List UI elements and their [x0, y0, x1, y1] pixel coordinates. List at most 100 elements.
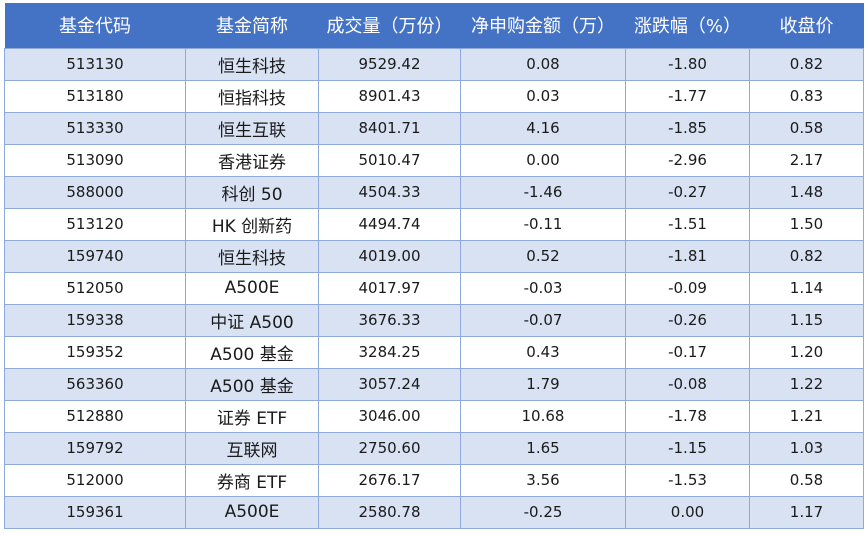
close-price-cell: 0.82 — [749, 239, 864, 273]
net-subscription-cell: 1.79 — [460, 367, 626, 401]
close-price-cell: 0.58 — [749, 111, 864, 145]
fund-name-cell: 互联网 — [185, 431, 319, 465]
volume-cell: 4494.74 — [318, 207, 461, 241]
volume-cell: 8401.71 — [318, 111, 461, 145]
table-row: 512880 证券 ETF 3046.00 10.68 -1.78 1.21 — [4, 399, 864, 433]
volume-cell: 9529.42 — [318, 47, 461, 81]
header-volume: 成交量（万份） — [318, 3, 461, 48]
net-subscription-cell: 0.52 — [460, 239, 626, 273]
close-price-cell: 0.82 — [749, 47, 864, 81]
fund-name-cell: 券商 ETF — [185, 463, 319, 497]
change-pct-cell: -1.85 — [625, 111, 750, 145]
net-subscription-cell: 0.08 — [460, 47, 626, 81]
header-row: 基金代码 基金简称 成交量（万份） 净申购金额（万） 涨跌幅（%） 收盘价 — [4, 3, 864, 48]
fund-code-cell: 159740 — [4, 239, 186, 273]
table-row: 513130 恒生科技 9529.42 0.08 -1.80 0.82 — [4, 47, 864, 81]
fund-name-cell: 中证 A500 — [185, 303, 319, 337]
net-subscription-cell: 0.43 — [460, 335, 626, 369]
volume-cell: 4504.33 — [318, 175, 461, 209]
change-pct-cell: -1.51 — [625, 207, 750, 241]
table-row: 563360 A500 基金 3057.24 1.79 -0.08 1.22 — [4, 367, 864, 401]
volume-cell: 8901.43 — [318, 79, 461, 113]
table-row: 512000 券商 ETF 2676.17 3.56 -1.53 0.58 — [4, 463, 864, 497]
fund-name-cell: A500E — [185, 271, 319, 305]
close-price-cell: 1.48 — [749, 175, 864, 209]
table-row: 588000 科创 50 4504.33 -1.46 -0.27 1.48 — [4, 175, 864, 209]
net-subscription-cell: 0.00 — [460, 143, 626, 177]
net-subscription-cell: -0.07 — [460, 303, 626, 337]
header-fund-name: 基金简称 — [185, 3, 319, 48]
table-row: 513180 恒指科技 8901.43 0.03 -1.77 0.83 — [4, 79, 864, 113]
fund-name-cell: 恒生科技 — [185, 47, 319, 81]
change-pct-cell: -1.53 — [625, 463, 750, 497]
volume-cell: 2580.78 — [318, 495, 461, 529]
change-pct-cell: -1.78 — [625, 399, 750, 433]
net-subscription-cell: 1.65 — [460, 431, 626, 465]
fund-code-cell: 563360 — [4, 367, 186, 401]
close-price-cell: 1.17 — [749, 495, 864, 529]
fund-name-cell: A500 基金 — [185, 335, 319, 369]
header-fund-code: 基金代码 — [4, 3, 186, 48]
net-subscription-cell: -0.03 — [460, 271, 626, 305]
table-row: 159361 A500E 2580.78 -0.25 0.00 1.17 — [4, 495, 864, 529]
close-price-cell: 1.50 — [749, 207, 864, 241]
fund-name-cell: 科创 50 — [185, 175, 319, 209]
close-price-cell: 0.83 — [749, 79, 864, 113]
fund-code-cell: 512000 — [4, 463, 186, 497]
table-body: 513130 恒生科技 9529.42 0.08 -1.80 0.82 513180 恒指科技… — [4, 47, 864, 529]
fund-name-cell: 香港证券 — [185, 143, 319, 177]
fund-code-cell: 513130 — [4, 47, 186, 81]
fund-name-cell: A500 基金 — [185, 367, 319, 401]
change-pct-cell: -0.08 — [625, 367, 750, 401]
fund-name-cell: 恒指科技 — [185, 79, 319, 113]
table-row: 513090 香港证券 5010.47 0.00 -2.96 2.17 — [4, 143, 864, 177]
table-row: 512050 A500E 4017.97 -0.03 -0.09 1.14 — [4, 271, 864, 305]
change-pct-cell: -2.96 — [625, 143, 750, 177]
fund-code-cell: 588000 — [4, 175, 186, 209]
fund-code-cell: 513120 — [4, 207, 186, 241]
close-price-cell: 1.20 — [749, 335, 864, 369]
close-price-cell: 1.14 — [749, 271, 864, 305]
volume-cell: 4019.00 — [318, 239, 461, 273]
net-subscription-cell: 4.16 — [460, 111, 626, 145]
volume-cell: 3284.25 — [318, 335, 461, 369]
etf-table: 基金代码 基金简称 成交量（万份） 净申购金额（万） 涨跌幅（%） 收盘价 51… — [4, 3, 864, 529]
fund-name-cell: A500E — [185, 495, 319, 529]
change-pct-cell: 0.00 — [625, 495, 750, 529]
table-row: 159338 中证 A500 3676.33 -0.07 -0.26 1.15 — [4, 303, 864, 337]
table-row: 159740 恒生科技 4019.00 0.52 -1.81 0.82 — [4, 239, 864, 273]
volume-cell: 3046.00 — [318, 399, 461, 433]
volume-cell: 2750.60 — [318, 431, 461, 465]
volume-cell: 2676.17 — [318, 463, 461, 497]
change-pct-cell: -1.15 — [625, 431, 750, 465]
fund-name-cell: 恒生互联 — [185, 111, 319, 145]
close-price-cell: 1.15 — [749, 303, 864, 337]
table-row: 159792 互联网 2750.60 1.65 -1.15 1.03 — [4, 431, 864, 465]
table-row: 159352 A500 基金 3284.25 0.43 -0.17 1.20 — [4, 335, 864, 369]
fund-code-cell: 513180 — [4, 79, 186, 113]
volume-cell: 4017.97 — [318, 271, 461, 305]
header-net-subscription: 净申购金额（万） — [460, 3, 626, 48]
table-row: 513330 恒生互联 8401.71 4.16 -1.85 0.58 — [4, 111, 864, 145]
volume-cell: 5010.47 — [318, 143, 461, 177]
change-pct-cell: -1.81 — [625, 239, 750, 273]
net-subscription-cell: 0.03 — [460, 79, 626, 113]
fund-code-cell: 513330 — [4, 111, 186, 145]
net-subscription-cell: -1.46 — [460, 175, 626, 209]
table-row: 513120 HK 创新药 4494.74 -0.11 -1.51 1.50 — [4, 207, 864, 241]
header-change-pct: 涨跌幅（%） — [625, 3, 750, 48]
fund-code-cell: 159352 — [4, 335, 186, 369]
fund-code-cell: 159338 — [4, 303, 186, 337]
net-subscription-cell: 10.68 — [460, 399, 626, 433]
close-price-cell: 1.21 — [749, 399, 864, 433]
change-pct-cell: -0.26 — [625, 303, 750, 337]
volume-cell: 3057.24 — [318, 367, 461, 401]
change-pct-cell: -0.27 — [625, 175, 750, 209]
header-close-price: 收盘价 — [749, 3, 864, 48]
close-price-cell: 2.17 — [749, 143, 864, 177]
fund-code-cell: 159792 — [4, 431, 186, 465]
close-price-cell: 0.58 — [749, 463, 864, 497]
close-price-cell: 1.22 — [749, 367, 864, 401]
table-header: 基金代码 基金简称 成交量（万份） 净申购金额（万） 涨跌幅（%） 收盘价 — [4, 3, 864, 48]
net-subscription-cell: -0.25 — [460, 495, 626, 529]
